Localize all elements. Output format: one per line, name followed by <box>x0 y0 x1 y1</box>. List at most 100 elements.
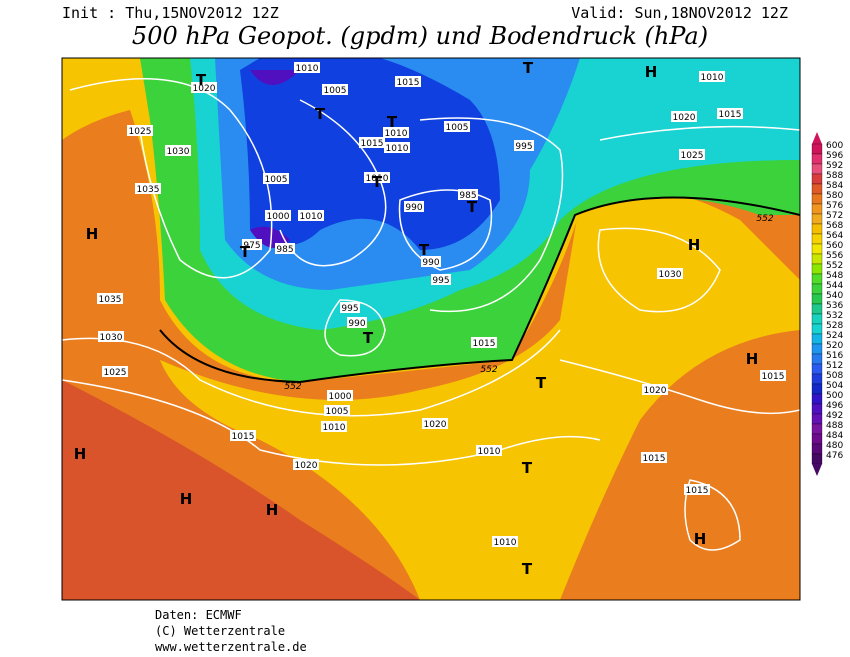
pressure-label: 975 <box>243 241 260 251</box>
colorbar-label: 560 <box>826 241 843 251</box>
colorbar-cell <box>811 433 823 445</box>
colorbar-cell <box>811 263 823 275</box>
colorbar-label: 496 <box>826 401 843 411</box>
label-box <box>657 268 683 279</box>
pressure-center: H <box>688 236 701 254</box>
pressure-label: 1015 <box>361 139 384 149</box>
label-box <box>431 274 451 285</box>
colorbar-cell <box>811 453 823 465</box>
label-box <box>383 127 409 138</box>
footer-copyright: (C) Wetterzentrale <box>155 624 285 638</box>
colorbar-cell <box>811 153 823 165</box>
label-box <box>364 172 390 183</box>
label-box <box>422 418 448 429</box>
colorbar-label: 492 <box>826 411 843 421</box>
label-box <box>642 384 668 395</box>
pressure-label: 1015 <box>397 78 420 88</box>
colorbar-label: 476 <box>826 451 843 461</box>
label-box <box>699 71 725 82</box>
pressure-center: T <box>372 173 383 191</box>
pressure-label: 995 <box>432 276 449 286</box>
pressure-label: 985 <box>459 191 476 201</box>
colorbar-cell <box>811 283 823 295</box>
label-box <box>492 536 518 547</box>
pressure-center: T <box>523 59 534 77</box>
label-box <box>679 149 705 160</box>
map-frame <box>61 57 801 601</box>
label-box <box>717 108 743 119</box>
colorbar-label: 552 <box>826 261 843 271</box>
pressure-label: 1010 <box>323 423 346 433</box>
pressure-label: 552 <box>756 214 773 224</box>
pressure-label: 1025 <box>129 127 152 137</box>
colorbar-label: 584 <box>826 181 843 191</box>
pressure-label: 1020 <box>673 113 696 123</box>
label-box <box>458 189 478 200</box>
pressure-label: 1010 <box>701 73 724 83</box>
colorbar-label: 508 <box>826 371 843 381</box>
label-box <box>404 201 424 212</box>
pressure-label: 1020 <box>424 420 447 430</box>
pressure-label: 990 <box>348 319 365 329</box>
label-box <box>135 183 161 194</box>
colorbar-label: 520 <box>826 341 843 351</box>
pressure-label: 1015 <box>473 339 496 349</box>
colorbar-cell <box>811 333 823 345</box>
label-box <box>294 62 320 73</box>
label-box <box>324 405 350 416</box>
colorbar-label: 500 <box>826 391 843 401</box>
label-box <box>293 459 319 470</box>
pressure-label: 1010 <box>366 174 389 184</box>
title: 500 hPa Geopot. (gpdm) und Bodendruck (h… <box>132 22 708 50</box>
colorbar-label: 536 <box>826 301 843 311</box>
colorbar-cell <box>811 413 823 425</box>
pressure-center: H <box>746 350 759 368</box>
pressure-center: H <box>645 63 658 81</box>
pressure-label: 1000 <box>267 212 290 222</box>
init-text: Init : Thu,15NOV2012 12Z <box>62 4 279 22</box>
pressure-label: 1020 <box>295 461 318 471</box>
pressure-label: 995 <box>341 304 358 314</box>
colorbar-label: 580 <box>826 191 843 201</box>
label-box <box>395 76 421 87</box>
label-box <box>347 317 367 328</box>
pressure-label: 1025 <box>104 368 127 378</box>
colorbar-cell <box>811 243 823 255</box>
label-box <box>275 243 295 254</box>
colorbar-cell <box>811 213 823 225</box>
pressure-label: 1000 <box>329 392 352 402</box>
pressure-label: 552 <box>480 365 497 375</box>
pressure-label: 1030 <box>659 270 682 280</box>
label-box <box>641 452 667 463</box>
pressure-label: 1010 <box>300 212 323 222</box>
colorbar-cell <box>811 163 823 175</box>
pressure-label: 1010 <box>494 538 517 548</box>
pressure-label: 1010 <box>296 64 319 74</box>
pressure-label: 1020 <box>193 84 216 94</box>
label-box <box>298 210 324 221</box>
pressure-center: T <box>363 329 374 347</box>
colorbar-label: 576 <box>826 201 843 211</box>
label-box <box>340 302 360 313</box>
pressure-label: 1035 <box>137 185 160 195</box>
colorbar-label: 544 <box>826 281 843 291</box>
label-box <box>191 82 217 93</box>
colorbar-cell <box>811 443 823 455</box>
pressure-center: T <box>315 105 326 123</box>
label-box <box>471 337 497 348</box>
colorbar-cell <box>811 423 823 435</box>
pressure-label: 1005 <box>446 123 469 133</box>
footer-source: Daten: ECMWF <box>155 608 242 622</box>
warm-region <box>62 380 420 600</box>
contour-552 <box>159 196 800 384</box>
colorbar-cell <box>811 293 823 305</box>
colorbar-label: 588 <box>826 171 843 181</box>
deep-blue-region <box>240 58 500 250</box>
label-box <box>359 137 385 148</box>
pressure-label: 1015 <box>762 372 785 382</box>
colorbar-label: 548 <box>826 271 843 281</box>
yellow-region <box>160 188 800 600</box>
label-box <box>684 484 710 495</box>
colorbar-cell <box>811 323 823 335</box>
pressure-center: T <box>467 198 478 216</box>
